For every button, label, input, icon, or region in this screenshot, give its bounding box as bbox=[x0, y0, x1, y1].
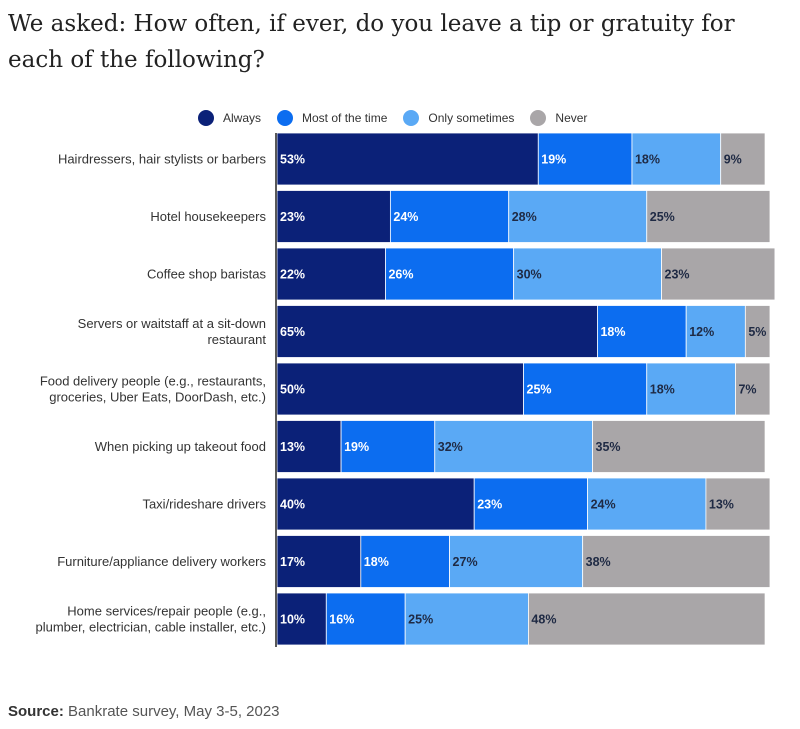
data-label: 13% bbox=[280, 440, 305, 454]
data-label: 23% bbox=[665, 268, 690, 282]
bar-segment bbox=[276, 190, 391, 243]
data-label: 35% bbox=[596, 440, 621, 454]
bar-segment bbox=[276, 362, 524, 416]
legend-swatch bbox=[277, 110, 294, 126]
bar-segment bbox=[360, 535, 450, 588]
data-label: 50% bbox=[280, 383, 305, 397]
data-label: 16% bbox=[329, 613, 354, 627]
bar-segment bbox=[744, 305, 771, 358]
category-label: Food delivery people (e.g., restaurants, bbox=[40, 374, 266, 389]
bar-segment bbox=[385, 247, 515, 301]
bar-segment bbox=[276, 420, 342, 473]
data-label: 18% bbox=[650, 383, 675, 397]
legend: Always Most of the time Only sometimes Neve… bbox=[198, 109, 603, 127]
data-label: 18% bbox=[364, 555, 389, 569]
bar-segment bbox=[508, 190, 648, 243]
bar-segment bbox=[646, 190, 771, 243]
data-label: 7% bbox=[738, 383, 756, 397]
chart-title: We asked: How often, if ever, do you lea… bbox=[8, 11, 735, 73]
data-label: 5% bbox=[748, 325, 766, 339]
legend-label: Only sometimes bbox=[428, 111, 515, 125]
category-label: groceries, Uber Eats, DoorDash, etc.) bbox=[49, 390, 266, 405]
category-label: Hotel housekeepers bbox=[150, 209, 266, 224]
bar-segment bbox=[276, 305, 598, 358]
data-label: 24% bbox=[591, 498, 616, 512]
data-label: 53% bbox=[280, 153, 305, 167]
bar-segment bbox=[685, 305, 746, 358]
data-label: 32% bbox=[438, 440, 463, 454]
legend-swatch bbox=[403, 110, 420, 126]
bar-segment bbox=[587, 477, 707, 531]
data-label: 12% bbox=[689, 325, 714, 339]
bar-segment bbox=[705, 477, 771, 531]
legend-label: Always bbox=[223, 111, 262, 125]
legend-swatch bbox=[198, 110, 214, 126]
bar-segment bbox=[735, 362, 771, 416]
data-label: 28% bbox=[512, 210, 537, 224]
bar-segment bbox=[597, 305, 687, 358]
bar-segment bbox=[340, 420, 436, 473]
bar-segment bbox=[631, 132, 722, 186]
data-label: 19% bbox=[541, 153, 566, 167]
source-label: Source: bbox=[8, 703, 64, 720]
source-note: Source: Bankrate survey, May 3-5, 2023 bbox=[8, 703, 280, 720]
data-label: 10% bbox=[280, 613, 305, 627]
data-label: 40% bbox=[280, 498, 305, 512]
data-label: 24% bbox=[393, 210, 418, 224]
bar-segment bbox=[276, 477, 475, 531]
data-label: 25% bbox=[527, 383, 552, 397]
legend-label: Most of the time bbox=[302, 111, 388, 125]
bar-segment bbox=[513, 247, 662, 301]
data-label: 17% bbox=[280, 555, 305, 569]
legend-swatch bbox=[530, 110, 547, 126]
bar-segment bbox=[276, 592, 327, 646]
category-label: When picking up takeout food bbox=[95, 439, 266, 454]
data-label: 13% bbox=[709, 498, 734, 512]
bar-segment bbox=[720, 132, 766, 186]
bar-segment bbox=[434, 420, 593, 473]
bar-segment bbox=[276, 247, 386, 301]
bar-segment bbox=[389, 190, 510, 243]
data-label: 23% bbox=[280, 210, 305, 224]
category-label: plumber, electrician, cable installer, e… bbox=[36, 620, 267, 635]
data-label: 30% bbox=[517, 268, 542, 282]
data-label: 26% bbox=[388, 268, 413, 282]
category-label: Hairdressers, hair stylists or barbers bbox=[58, 152, 267, 167]
data-label: 18% bbox=[635, 153, 660, 167]
source-text: Bankrate survey, May 3-5, 2023 bbox=[68, 703, 280, 720]
data-label: 18% bbox=[600, 325, 625, 339]
bar-segment bbox=[325, 592, 406, 646]
bar-segment bbox=[473, 477, 588, 531]
bar-segment bbox=[276, 132, 539, 186]
category-label: Coffee shop baristas bbox=[147, 267, 266, 282]
stacked-bar-chart: Hairdressers, hair stylists or barbers 53… bbox=[36, 132, 776, 647]
category-label: restaurant bbox=[207, 332, 266, 347]
category-label: Furniture/appliance delivery workers bbox=[57, 554, 266, 569]
legend-item: Always bbox=[198, 110, 261, 126]
category-label: Home services/repair people (e.g., bbox=[67, 604, 266, 619]
legend-item: Never bbox=[530, 110, 587, 126]
data-label: 48% bbox=[531, 613, 556, 627]
data-label: 38% bbox=[586, 555, 611, 569]
data-label: 22% bbox=[280, 268, 305, 282]
bar-segment bbox=[582, 535, 771, 588]
data-label: 25% bbox=[650, 210, 675, 224]
legend-label: Never bbox=[555, 111, 588, 125]
bar-segment bbox=[449, 535, 584, 588]
bar-segment bbox=[592, 420, 766, 473]
bar-segment bbox=[528, 592, 766, 646]
data-label: 65% bbox=[280, 325, 305, 339]
legend-item: Only sometimes bbox=[403, 110, 514, 126]
data-label: 23% bbox=[477, 498, 502, 512]
bar-segment bbox=[646, 362, 736, 416]
data-label: 25% bbox=[408, 613, 433, 627]
legend-item: Most of the time bbox=[277, 110, 387, 126]
data-label: 19% bbox=[344, 440, 369, 454]
data-label: 27% bbox=[453, 555, 478, 569]
category-label: Taxi/rideshare drivers bbox=[142, 497, 266, 512]
category-label: Servers or waitstaff at a sit-down bbox=[78, 316, 266, 331]
bar-segment bbox=[661, 247, 776, 301]
data-label: 9% bbox=[724, 153, 742, 167]
